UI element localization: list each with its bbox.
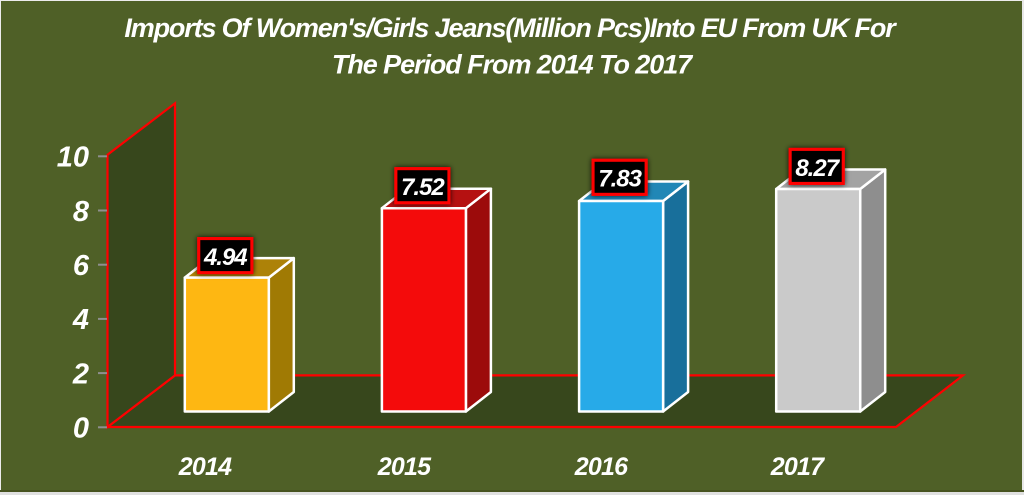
svg-text:Imports Of Women's/Girls Jeans: Imports Of Women's/Girls Jeans(Million P… [124, 13, 897, 43]
svg-text:2014: 2014 [178, 453, 232, 481]
svg-text:7.52: 7.52 [401, 174, 445, 201]
svg-text:2: 2 [72, 358, 89, 390]
svg-text:7.83: 7.83 [598, 166, 642, 193]
svg-text:0: 0 [73, 413, 89, 445]
svg-text:4: 4 [72, 304, 89, 336]
svg-text:4.94: 4.94 [203, 244, 247, 271]
svg-text:2015: 2015 [377, 453, 432, 481]
svg-text:8.27: 8.27 [795, 155, 840, 182]
svg-text:8: 8 [73, 196, 90, 228]
svg-text:The Period From 2014 To 2017: The Period From 2014 To 2017 [332, 50, 694, 80]
svg-text:2017: 2017 [770, 453, 825, 481]
svg-text:6: 6 [73, 250, 90, 282]
svg-text:10: 10 [57, 142, 89, 174]
svg-text:2016: 2016 [574, 453, 629, 481]
